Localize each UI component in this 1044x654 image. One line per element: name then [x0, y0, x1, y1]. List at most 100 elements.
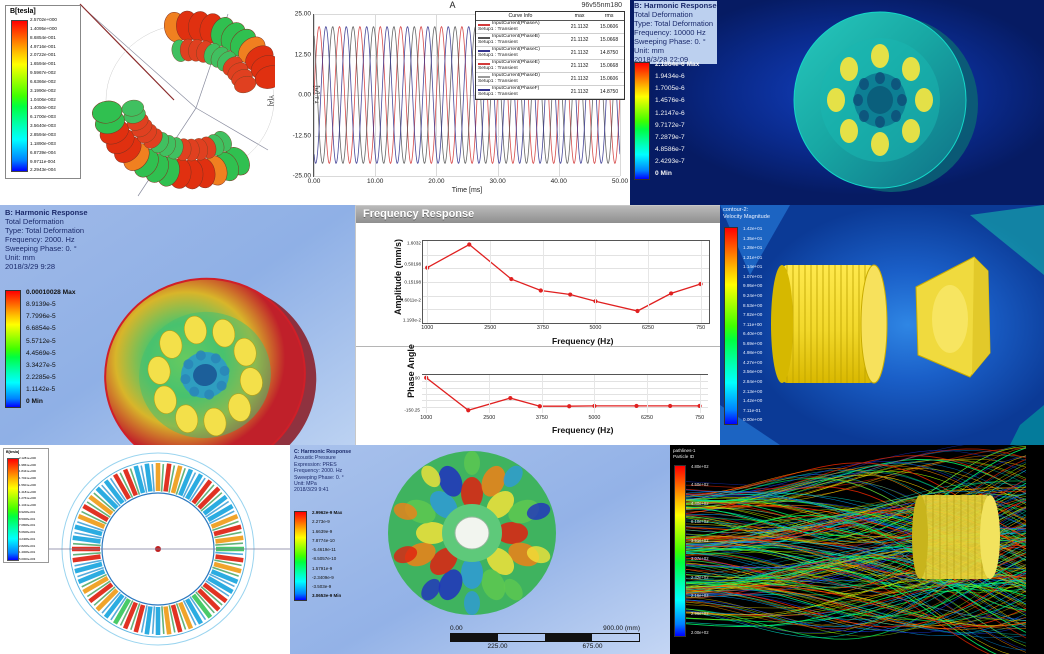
header-line-3: Frequency: 2000. Hz	[5, 235, 75, 244]
cfd-contour-view	[720, 205, 1044, 445]
y-tick: 12.50	[294, 51, 311, 58]
frequency-response-title: Frequency Response	[356, 206, 721, 223]
velocity-value-18: 1.42e+00	[743, 398, 763, 404]
header-line-1: Velocity Magnitude	[723, 214, 770, 220]
phase-axes: 1000 2500 3750 5000 6250 750 90 -150.25	[404, 374, 708, 421]
pressure-value-4: -5.4619e-11	[312, 547, 336, 553]
colorbar-values: 4.80e+02 4.50e+02 4.40e+02 8.10e+02 3.51e+02…	[691, 464, 709, 635]
velocity-value-8: 8.53e+00	[743, 302, 763, 308]
legend-curve-name: InputCurrent(PhaseD) Setup1 : Transient	[476, 72, 565, 86]
velocity-value-4: 1.14e+01	[743, 264, 763, 270]
particle-value-1: 4.50e+02	[691, 482, 709, 488]
color-strip	[724, 227, 738, 425]
b-value-9: 1.0406e-002	[30, 96, 56, 102]
x-tick: 5000	[589, 325, 602, 331]
x-tick: 10.00	[367, 178, 384, 185]
legend-curve-name: InputCurrent(PhaseC) Setup1 : Transient	[476, 46, 565, 60]
velocity-value-17: 2.13e+00	[743, 388, 763, 394]
deformation-value-0: 0.00010028 Max	[26, 289, 76, 296]
curve-info-legend: Curve Info max rms InputCurrent(PhaseA) S…	[475, 11, 625, 100]
scale-start: 0.00	[450, 625, 463, 632]
panel-pathlines: pathlines-1 Particle ID 4.80e+02 4.50e+02 4…	[670, 445, 1044, 654]
pathlines-view	[670, 445, 1044, 654]
pressure-value-5: -8.5057e-10	[312, 556, 337, 562]
particle-value-7: 2.16e+02	[691, 592, 709, 598]
phase-y-title: Phase Angle	[406, 344, 416, 398]
amplitude-x-title: Frequency (Hz)	[552, 336, 614, 346]
velocity-value-9: 7.82e+00	[743, 312, 763, 318]
y-tick: 1.193e-2	[402, 317, 421, 323]
b-value-6: 9.5967e-002	[30, 70, 56, 76]
colorbar-values: 1.42e+01 1.35e+01 1.28e+01 1.21e+01 1.14e+01…	[743, 226, 763, 423]
header-line-1: Total Deformation	[634, 10, 693, 19]
velocity-value-14: 4.27e+00	[743, 359, 763, 365]
deformation-value-2: 7.7996e-5	[26, 313, 56, 321]
x-tick: 750	[696, 325, 706, 331]
y-tick: -25.00	[292, 172, 311, 180]
legend-max: 21.1132	[564, 85, 595, 99]
color-strip	[5, 290, 21, 408]
phase-series	[424, 375, 702, 413]
header-line-6: 2018/3/28 22:09	[634, 55, 689, 64]
deformation-value-4: 1.2147e-6	[655, 109, 685, 117]
b-value-1: 1.4095e+000	[30, 25, 57, 31]
y-tick: 1.6032	[406, 240, 421, 246]
velocity-value-5: 1.07e+01	[743, 273, 763, 279]
panel-acoustic-pressure: C: Harmonic Response Acoustic Pressure Exp…	[290, 445, 670, 654]
scale-bar-acoustic: 0.00 900.00 (mm) 225.00 675.00	[450, 625, 640, 650]
ansys-header-2000: B: Harmonic Response Total Deformation Typ…	[5, 208, 88, 271]
ansys-header-10000: B: Harmonic Response Total Deformation Typ…	[634, 1, 717, 64]
legend-max: 21.1132	[564, 46, 595, 60]
deformation-value-8: 1.1142e-5	[26, 386, 56, 394]
pathlines-legend-header: pathlines-1 Particle ID	[673, 448, 695, 460]
color-strip	[634, 62, 650, 180]
header-line-4: Sweeping Phase: 0. °	[634, 37, 706, 46]
x-axis-title: Time [ms]	[451, 187, 483, 194]
x-tick: 0.00	[307, 178, 321, 185]
y-tick: 25.00	[294, 10, 311, 18]
velocity-value-15: 3.56e+00	[743, 369, 763, 375]
scale-mid-2: 675.00	[582, 643, 603, 650]
b-tesla-legend-section: B[tesla] 2.1281e+000 1.9861e+000 1.8441e+0…	[3, 448, 49, 563]
deformation-colorbar-10000: 2.1864e-6 Max 1.9434e-6 1.7005e-6 1.4576e-6…	[634, 61, 699, 180]
rotor-3d-view-10000	[630, 0, 1044, 205]
x-tick: 6250	[641, 415, 653, 421]
b-value-0: 2.5702e+000	[30, 17, 57, 22]
panel-frequency-response: Frequency Response 1000 2500 3750 5000 6250 7…	[355, 205, 722, 447]
particle-id-colorbar: 4.80e+02 4.50e+02 4.40e+02 8.10e+02 3.51e+02…	[674, 464, 709, 637]
deformation-colorbar-2000: 0.00010028 Max 8.9139e-5 7.7996e-5 6.6854e-…	[5, 289, 76, 408]
b-value-4: 2.0722e-001	[30, 52, 56, 58]
deformation-value-6: 3.3427e-5	[26, 361, 56, 369]
header-line-1: Particle ID	[673, 453, 695, 459]
deformation-value-1: 1.9434e-6	[655, 73, 685, 81]
deformation-value-4: 5.5712e-5	[26, 337, 56, 345]
y-tick: 0.50198	[404, 261, 421, 267]
velocity-value-12: 5.69e+00	[743, 340, 763, 346]
legend-rms: 15.0668	[594, 59, 624, 73]
pressure-value-3: 7.8774e-10	[312, 537, 335, 543]
ansys-header-acoustic: C: Harmonic Response Acoustic Pressure Exp…	[294, 449, 351, 494]
pressure-value-7: -2.3409e-9	[312, 574, 334, 580]
velocity-value-16: 2.84e+00	[743, 379, 763, 384]
deformation-value-3: 6.6854e-5	[26, 325, 56, 333]
amplitude-y-title: Amplitude (mm/s)	[393, 239, 403, 316]
b-value-7: 6.6366e-002	[30, 78, 56, 84]
header-line-0: B: Harmonic Response	[634, 1, 717, 10]
panel-magnetostatic-torus: B[tesla] 2.5702e+000 1.4095e+000 8.6854e-0…	[0, 0, 275, 205]
x-tick: 5000	[588, 415, 601, 421]
b-value-11: 5.6608e-001	[19, 530, 36, 535]
b-value-10: 1.4050e-002	[30, 105, 56, 111]
b-value-17: 2.2943e-004	[30, 167, 56, 173]
panel-harmonic-response-2000hz: B: Harmonic Response Total Deformation Typ…	[0, 205, 355, 445]
phase-x-title: Frequency (Hz)	[552, 425, 614, 435]
pressure-value-2: 1.6639e-9	[312, 528, 333, 534]
velocity-value-7: 9.24e+00	[743, 292, 763, 298]
b-value-12: 4.2408e-001	[19, 536, 36, 541]
legend-title: B[tesla]	[10, 8, 36, 15]
scale-mid-1: 225.00	[487, 643, 508, 650]
legend-rms: 14.8750	[594, 46, 624, 60]
b-value-3: 4.9716e-001	[30, 43, 56, 49]
deformation-value-6: 7.2879e-7	[655, 133, 685, 141]
header-line-0: contour-2:	[723, 207, 749, 213]
velocity-value-6: 9.95e+00	[743, 283, 763, 289]
